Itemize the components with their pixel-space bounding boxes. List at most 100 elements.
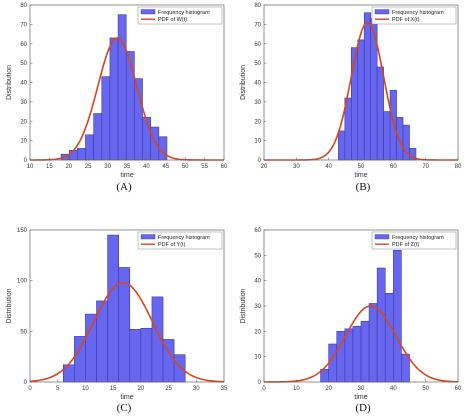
x-tick-label: 25 (85, 164, 92, 170)
y-tick-label: 50 (254, 61, 261, 67)
histogram-bar (384, 293, 394, 383)
x-tick-label: 60 (390, 164, 397, 170)
x-tick-label: 80 (455, 164, 462, 170)
y-tick-label: 10 (254, 139, 261, 145)
histogram-bar (350, 47, 359, 161)
x-tick-label: 50 (358, 164, 365, 170)
histogram-bar (117, 14, 127, 161)
legend-bar-swatch (374, 9, 390, 15)
y-tick-label: 70 (20, 22, 27, 28)
histogram-bar (376, 267, 386, 383)
x-tick-label: 60 (455, 386, 462, 392)
histogram-bar (101, 76, 111, 161)
x-tick-label: 50 (182, 164, 189, 170)
histogram-bar (150, 126, 160, 161)
panel-1: 20 30 40 50 60 70 80 0 10 20 30 40 50 60 70 80 time Distr… (240, 3, 462, 193)
x-tick-label: 70 (422, 164, 429, 170)
y-axis-label: Distribution (6, 288, 13, 323)
x-tick-label: 10 (27, 164, 34, 170)
x-tick-label: 35 (124, 164, 131, 170)
y-tick-label: 50 (254, 253, 261, 259)
histogram-bar (93, 113, 103, 161)
histogram-bar (129, 329, 142, 383)
y-tick-label: 30 (254, 304, 261, 310)
histogram-bar (360, 320, 370, 383)
histogram-bar (173, 354, 186, 383)
y-tick-label: 0 (24, 380, 28, 386)
histogram-bar (363, 12, 372, 161)
x-tick-label: 45 (162, 164, 169, 170)
x-tick-label: 10 (293, 386, 300, 392)
legend-label-pdf: PDF of Y(t) (158, 242, 186, 248)
histogram-bar (376, 66, 384, 161)
x-tick-label: 25 (165, 386, 172, 392)
panel-3: 0 10 20 30 40 50 60 0 10 20 30 40 50 60 time Distributi… (240, 228, 462, 414)
y-tick-label: 40 (20, 81, 27, 87)
x-tick-label: 20 (138, 386, 145, 392)
y-tick-label: 70 (254, 22, 261, 28)
legend-box (137, 231, 223, 250)
histogram-bar (396, 117, 404, 161)
axes-box (29, 229, 225, 383)
x-tick-label: 20 (65, 164, 72, 170)
x-tick-label: 0 (28, 386, 32, 392)
histogram-bar (125, 51, 135, 161)
histogram-bar (107, 234, 119, 383)
y-tick-label: 80 (20, 3, 27, 9)
histogram-bar (393, 249, 402, 383)
x-tick-label: 5 (56, 386, 60, 392)
panel-label: (A) (116, 181, 132, 193)
panel-label: (B) (356, 181, 371, 193)
y-tick-label: 40 (254, 81, 261, 87)
y-tick-label: 20 (254, 119, 261, 125)
y-tick-label: 40 (254, 279, 261, 285)
y-tick-label: 50 (20, 61, 27, 67)
x-axis-label: time (120, 172, 133, 179)
y-tick-label: 60 (254, 228, 261, 234)
legend-box (371, 231, 457, 250)
panel-label: (C) (117, 402, 132, 414)
y-tick-label: 10 (254, 355, 261, 361)
x-axis-label: time (120, 394, 133, 401)
histogram-bar (77, 148, 86, 161)
legend-bar-swatch (140, 234, 156, 240)
y-tick-label: 100 (17, 279, 28, 285)
legend-label-pdf: PDF of X(t) (392, 17, 420, 23)
histogram-bar (142, 117, 151, 161)
x-tick-label: 60 (221, 164, 228, 170)
x-tick-label: 40 (390, 386, 397, 392)
y-tick-label: 60 (254, 42, 261, 48)
histogram-bar (85, 313, 97, 383)
legend-label-pdf: PDF of W(t) (158, 17, 187, 23)
y-tick-label: 20 (254, 329, 261, 335)
y-axis-label: Distribution (240, 65, 247, 100)
y-tick-label: 30 (20, 100, 27, 106)
x-tick-label: 30 (193, 386, 200, 392)
histogram-bar (357, 39, 365, 161)
y-tick-label: 10 (20, 139, 27, 145)
y-tick-label: 50 (20, 329, 27, 335)
histogram-bar (383, 111, 391, 161)
legend-label-histogram: Frequency histogram (392, 10, 444, 16)
y-axis-label: Distribution (6, 65, 13, 100)
x-tick-label: 15 (46, 164, 53, 170)
y-tick-label: 0 (24, 158, 28, 164)
x-tick-label: 35 (221, 386, 228, 392)
x-tick-label: 30 (358, 386, 365, 392)
y-tick-label: 80 (254, 3, 261, 9)
x-tick-label: 0 (262, 386, 266, 392)
legend-label-histogram: Frequency histogram (158, 235, 210, 241)
y-tick-label: 30 (254, 100, 261, 106)
x-tick-label: 20 (261, 164, 268, 170)
x-tick-label: 30 (104, 164, 111, 170)
legend-bar-swatch (140, 9, 156, 15)
y-tick-label: 20 (20, 119, 27, 125)
x-tick-label: 50 (422, 386, 429, 392)
y-axis-label: Distribution (240, 288, 247, 323)
histogram-bar (85, 134, 94, 161)
x-tick-label: 15 (110, 386, 117, 392)
